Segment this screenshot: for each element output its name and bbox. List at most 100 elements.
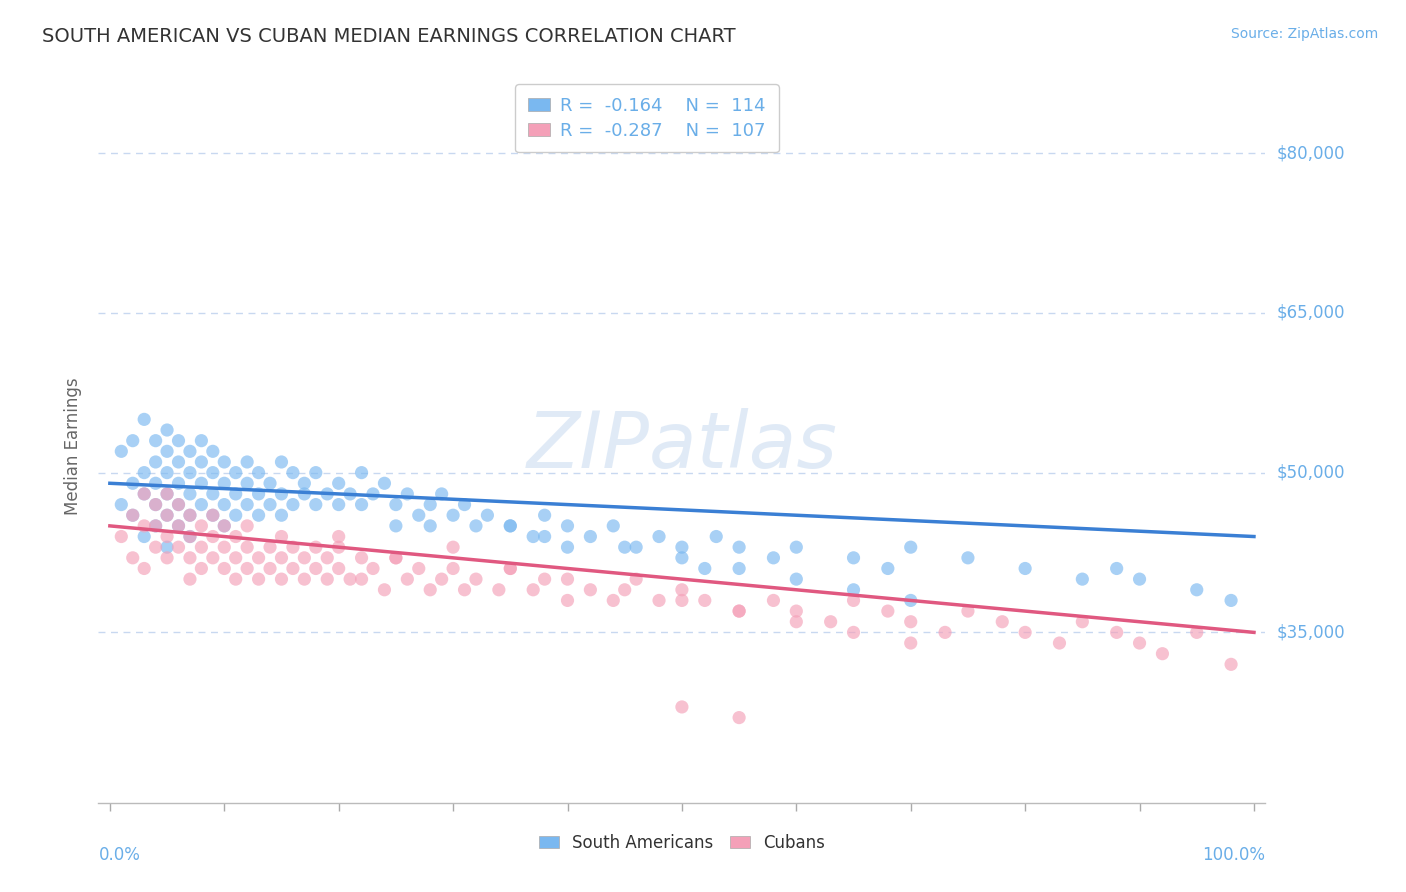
Point	[247, 466, 270, 480]
Point	[110, 529, 132, 543]
Point	[167, 519, 190, 533]
Point	[339, 572, 361, 586]
Point	[842, 550, 865, 565]
Point	[225, 508, 247, 523]
Point	[557, 519, 579, 533]
Point	[579, 582, 602, 597]
Point	[145, 519, 167, 533]
Point	[373, 582, 395, 597]
Point	[934, 625, 956, 640]
Point	[190, 498, 212, 512]
Point	[214, 498, 236, 512]
Point	[350, 498, 373, 512]
Point	[385, 550, 408, 565]
Point	[1220, 593, 1243, 607]
Point	[350, 466, 373, 480]
Point	[624, 540, 647, 554]
Point	[270, 550, 292, 565]
Point	[281, 561, 304, 575]
Point	[134, 519, 156, 533]
Point	[292, 550, 315, 565]
Point	[179, 508, 201, 523]
Point	[1049, 636, 1071, 650]
Point	[316, 572, 339, 586]
Point	[305, 561, 328, 575]
Point	[214, 455, 236, 469]
Point	[316, 550, 339, 565]
Point	[762, 593, 785, 607]
Point	[214, 519, 236, 533]
Point	[441, 561, 464, 575]
Point	[579, 529, 602, 543]
Point	[156, 508, 179, 523]
Point	[385, 550, 408, 565]
Point	[900, 615, 922, 629]
Point	[121, 550, 143, 565]
Point	[156, 487, 179, 501]
Point	[328, 540, 350, 554]
Point	[785, 604, 807, 618]
Point	[991, 615, 1014, 629]
Point	[179, 529, 201, 543]
Point	[671, 700, 693, 714]
Point	[156, 487, 179, 501]
Point	[134, 487, 156, 501]
Point	[134, 466, 156, 480]
Point	[728, 540, 751, 554]
Point	[385, 519, 408, 533]
Point	[270, 487, 292, 501]
Point	[477, 508, 499, 523]
Point	[270, 455, 292, 469]
Point	[499, 519, 522, 533]
Point	[499, 561, 522, 575]
Point	[201, 444, 224, 458]
Point	[820, 615, 842, 629]
Point	[156, 423, 179, 437]
Point	[236, 519, 259, 533]
Point	[408, 508, 430, 523]
Point	[499, 561, 522, 575]
Point	[236, 476, 259, 491]
Point	[259, 561, 281, 575]
Point	[385, 498, 408, 512]
Point	[281, 466, 304, 480]
Point	[956, 550, 979, 565]
Point	[179, 550, 201, 565]
Point	[292, 476, 315, 491]
Point	[361, 561, 384, 575]
Point	[156, 529, 179, 543]
Point	[305, 540, 328, 554]
Point	[190, 540, 212, 554]
Point	[110, 444, 132, 458]
Point	[167, 519, 190, 533]
Point	[1014, 625, 1036, 640]
Point	[328, 561, 350, 575]
Point	[602, 519, 624, 533]
Point	[430, 572, 453, 586]
Point	[900, 540, 922, 554]
Point	[145, 455, 167, 469]
Point	[624, 572, 647, 586]
Point	[671, 593, 693, 607]
Point	[956, 604, 979, 618]
Point	[214, 519, 236, 533]
Point	[453, 498, 475, 512]
Point	[900, 593, 922, 607]
Point	[270, 529, 292, 543]
Point	[236, 561, 259, 575]
Point	[499, 519, 522, 533]
Text: $65,000: $65,000	[1277, 304, 1346, 322]
Point	[214, 476, 236, 491]
Point	[785, 615, 807, 629]
Point	[842, 593, 865, 607]
Point	[110, 498, 132, 512]
Point	[762, 550, 785, 565]
Point	[465, 519, 488, 533]
Point	[602, 593, 624, 607]
Point	[488, 582, 510, 597]
Text: Source: ZipAtlas.com: Source: ZipAtlas.com	[1230, 27, 1378, 41]
Point	[785, 572, 807, 586]
Point	[214, 561, 236, 575]
Point	[201, 529, 224, 543]
Text: $35,000: $35,000	[1277, 624, 1346, 641]
